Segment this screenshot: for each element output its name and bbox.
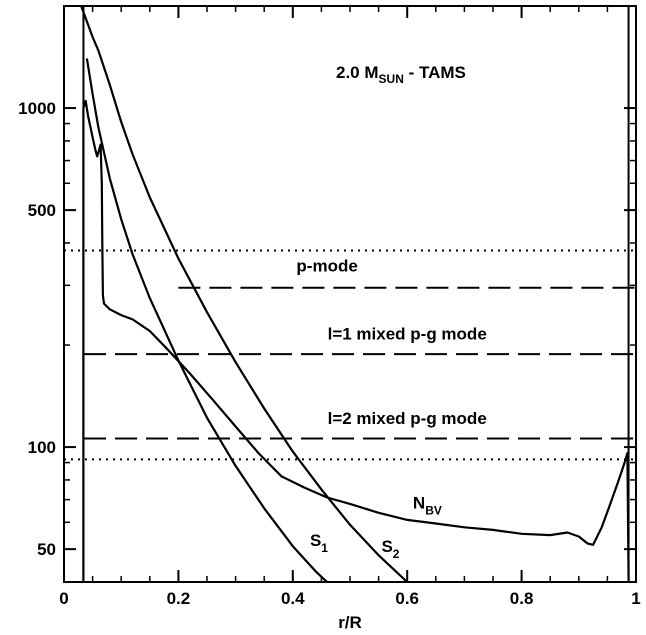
y-tick-label: 500 [28,201,56,220]
y-tick-label: 50 [37,540,56,559]
y-tick-label: 1000 [18,99,56,118]
chart-title: 2.0 MSUN - TAMS [336,63,466,86]
series-label-sub: 1 [321,541,328,555]
l2-mode-label: l=2 mixed p-g mode [328,409,487,428]
x-tick-label: 0.4 [281,589,305,608]
series-label-sub: BV [425,503,442,517]
series-line-nbv [82,99,630,582]
chart-title-sub: SUN [379,72,404,86]
l1-mode-label: l=1 mixed p-g mode [328,324,487,343]
chart-title-suffix: - TAMS [404,63,466,82]
series-label-s2: S2 [381,537,399,561]
series-label-main: S [310,531,321,550]
chart-title-main: 2.0 M [336,63,379,82]
series-label-main: S [381,537,392,556]
series-lines [80,6,630,582]
p-mode-label: p-mode [296,256,357,275]
x-tick-label: 1 [631,589,640,608]
x-tick-label: 0.8 [510,589,534,608]
x-tick-label: 0 [59,589,68,608]
series-label-nbv: NBV [413,493,442,517]
boundary-lines [82,6,630,582]
x-tick-label: 0.2 [167,589,191,608]
chart-text: 2.0 MSUN - TAMS r/R 0 0.2 0.4 0.6 0.8 1 50 100 5… [18,63,641,632]
series-label-s1: S1 [310,531,328,555]
x-axis-label: r/R [338,613,362,632]
axis-ticks [63,5,637,583]
reference-lines [64,249,636,461]
x-tick-label: 0.6 [395,589,419,608]
y-tick-label: 100 [28,438,56,457]
plot-frame [63,5,637,583]
series-line-s1 [85,58,328,582]
series-label-main: N [413,493,425,512]
series-label-sub: 2 [393,547,400,561]
series-line-s2 [80,6,408,582]
